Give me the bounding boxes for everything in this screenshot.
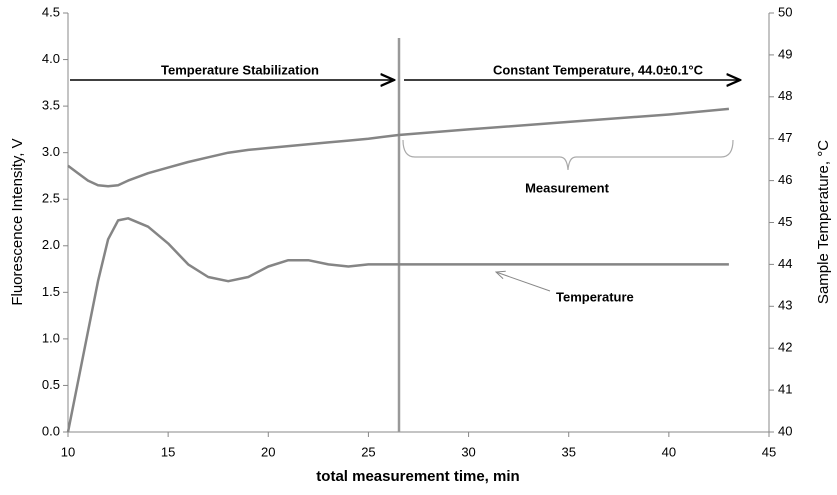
y-tick-label: 4.5 bbox=[42, 4, 60, 19]
y2-tick-label: 44 bbox=[778, 256, 792, 271]
y2-tick-label: 46 bbox=[778, 172, 792, 187]
arrow bbox=[496, 272, 551, 292]
y2-tick-label: 42 bbox=[778, 340, 792, 355]
y-tick-label: 0.0 bbox=[42, 423, 60, 438]
y2-axis-title: Sample Temperature, °C bbox=[815, 140, 832, 304]
y-tick-label: 3.5 bbox=[42, 98, 60, 113]
y-tick-label: 1.5 bbox=[42, 284, 60, 299]
x-tick-label: 15 bbox=[161, 444, 175, 459]
x-tick-label: 40 bbox=[662, 444, 676, 459]
x-tick-label: 25 bbox=[361, 444, 375, 459]
y-tick-label: 1.0 bbox=[42, 330, 60, 345]
x-tick-label: 30 bbox=[461, 444, 475, 459]
annotation: Constant Temperature, 44.0±0.1°C bbox=[493, 62, 704, 77]
y2-tick-label: 43 bbox=[778, 298, 792, 313]
y2-tick-label: 40 bbox=[778, 423, 792, 438]
brace bbox=[402, 139, 734, 171]
x-tick-label: 45 bbox=[762, 444, 776, 459]
x-axis-title: total measurement time, min bbox=[316, 468, 519, 485]
annotation: Measurement bbox=[525, 180, 609, 195]
y-tick-label: 0.5 bbox=[42, 377, 60, 392]
y2-tick-label: 41 bbox=[778, 382, 792, 397]
y-tick-label: 2.0 bbox=[42, 237, 60, 252]
x-tick-label: 20 bbox=[261, 444, 275, 459]
y-tick-label: 4.0 bbox=[42, 51, 60, 66]
annotation: Temperature Stabilization bbox=[161, 62, 319, 77]
y2-tick-label: 47 bbox=[778, 130, 792, 145]
y-tick-label: 3.0 bbox=[42, 144, 60, 159]
x-tick-label: 35 bbox=[561, 444, 575, 459]
y-tick-label: 2.5 bbox=[42, 191, 60, 206]
data-line bbox=[66, 217, 729, 433]
y2-tick-label: 48 bbox=[778, 88, 792, 103]
y-axis-title: Fluorescence Intensity, V bbox=[9, 138, 26, 305]
y2-tick-label: 49 bbox=[778, 46, 792, 61]
annotation: Temperature bbox=[556, 289, 634, 304]
data-line bbox=[67, 107, 730, 188]
y2-tick-label: 45 bbox=[778, 214, 792, 229]
x-tick-label: 10 bbox=[61, 444, 75, 459]
y2-tick-label: 50 bbox=[778, 4, 792, 19]
